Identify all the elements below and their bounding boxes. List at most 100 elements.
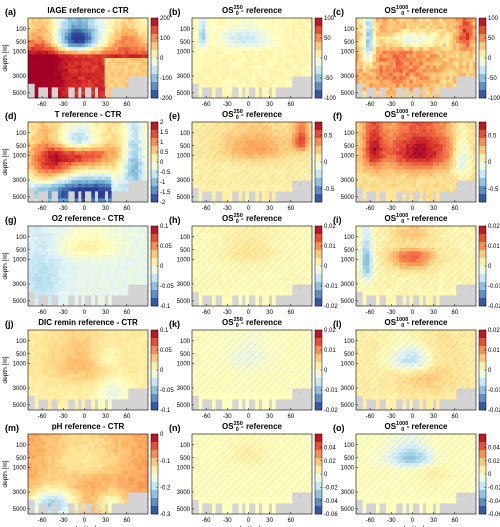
heatmap-cell (308, 25, 313, 30)
heatmap-cell (71, 61, 75, 66)
heatmap-cell (366, 43, 370, 48)
heatmap-cell (215, 83, 219, 88)
panel-title: OS250 0 - reference (222, 109, 282, 121)
heatmap-cell (134, 32, 139, 37)
heatmap-cell (128, 247, 132, 252)
heatmap-cell (429, 79, 433, 84)
heatmap-cell (248, 83, 253, 88)
heatmap-cell (389, 47, 393, 52)
heatmap-cell (426, 54, 430, 59)
heatmap-cell (138, 65, 142, 70)
heatmap-cell (255, 65, 259, 70)
heatmap-cell (262, 94, 266, 99)
heatmap-cell (436, 39, 440, 44)
heatmap-cell (44, 140, 49, 145)
heatmap-cell (141, 25, 145, 30)
heatmap-cell (442, 36, 447, 41)
heatmap-cell (262, 90, 266, 95)
colorbar-segment (479, 90, 486, 99)
heatmap-cell (195, 68, 199, 73)
heatmap-cell (128, 68, 132, 73)
heatmap-cell (118, 50, 122, 55)
heatmap-cell (134, 229, 139, 234)
heatmap-cell (376, 87, 380, 92)
heatmap-cell (134, 176, 139, 181)
heatmap-cell (94, 244, 99, 249)
heatmap-cell (232, 58, 236, 62)
heatmap-cell (88, 65, 92, 70)
heatmap-cell (28, 176, 32, 181)
heatmap-cell (144, 68, 149, 73)
heatmap-cell (48, 143, 52, 148)
heatmap-cell (212, 50, 216, 55)
colorbar-segment (479, 186, 486, 195)
heatmap-cell (61, 87, 65, 92)
title-superscript: 1000 (396, 5, 408, 11)
heatmap-cell (91, 18, 95, 22)
heatmap-cell (138, 129, 142, 134)
heatmap-cell (399, 187, 403, 192)
heatmap-cell (28, 79, 32, 84)
heatmap-cell (208, 83, 213, 88)
heatmap-cell (208, 65, 213, 70)
heatmap-cell (131, 226, 135, 230)
heatmap-cell (456, 72, 460, 77)
heatmap-cell (51, 262, 55, 267)
heatmap-cell (366, 36, 370, 41)
colorbar-segment (151, 138, 158, 147)
heatmap-cell (396, 47, 400, 52)
heatmap-cell (84, 176, 89, 181)
heatmap-cell (134, 255, 139, 260)
heatmap-cell (48, 244, 52, 249)
heatmap-cell (409, 25, 413, 30)
heatmap-cell (134, 236, 139, 241)
heatmap-cell (101, 136, 105, 141)
heatmap-cell (54, 165, 59, 170)
title-superscript: 250 (234, 5, 243, 11)
heatmap-cell (419, 68, 423, 73)
colorbar-tick-label: 0.5 (324, 134, 333, 140)
heatmap-cell (212, 43, 216, 48)
heatmap-cell (295, 68, 299, 73)
heatmap-cell (362, 87, 367, 92)
heatmap-cell (118, 226, 122, 230)
heatmap-cell (28, 125, 32, 130)
heatmap-cell (58, 240, 62, 245)
heatmap-cell (124, 18, 129, 22)
heatmap-cell (44, 154, 49, 159)
heatmap-cell (366, 72, 370, 77)
heatmap-cell (362, 194, 367, 199)
heatmap-cell (192, 50, 196, 55)
heatmap-cell (41, 258, 45, 263)
heatmap-cell (265, 39, 269, 44)
heatmap-cell (41, 176, 45, 181)
heatmap-cell (399, 58, 403, 62)
heatmap-cell (242, 36, 246, 41)
x-tick-label: 30 (266, 206, 273, 212)
heatmap-cell (71, 122, 75, 126)
heatmap-cell (108, 94, 112, 99)
heatmap-cell (114, 28, 119, 33)
heatmap-cell (44, 25, 49, 30)
heatmap-cell (28, 47, 32, 52)
heatmap-cell (245, 28, 249, 33)
heatmap-cell (228, 21, 233, 26)
heatmap-cell (449, 36, 453, 41)
heatmap-cell (98, 187, 102, 192)
heatmap-cell (128, 28, 132, 33)
heatmap-cell (452, 83, 457, 88)
heatmap-cell (305, 36, 309, 41)
colorbar-segment (315, 170, 322, 179)
heatmap-cell (282, 68, 286, 73)
heatmap-cell (111, 25, 115, 30)
heatmap-cell (252, 58, 256, 62)
heatmap-cell (118, 269, 122, 274)
heatmap-cell (366, 25, 370, 30)
heatmap-cell (198, 21, 203, 26)
heatmap-cell (104, 176, 109, 181)
heatmap-cell (44, 162, 49, 166)
heatmap-cell (128, 122, 132, 126)
heatmap-cell (54, 169, 59, 174)
heatmap-cell (108, 25, 112, 30)
heatmap-cell (399, 43, 403, 48)
